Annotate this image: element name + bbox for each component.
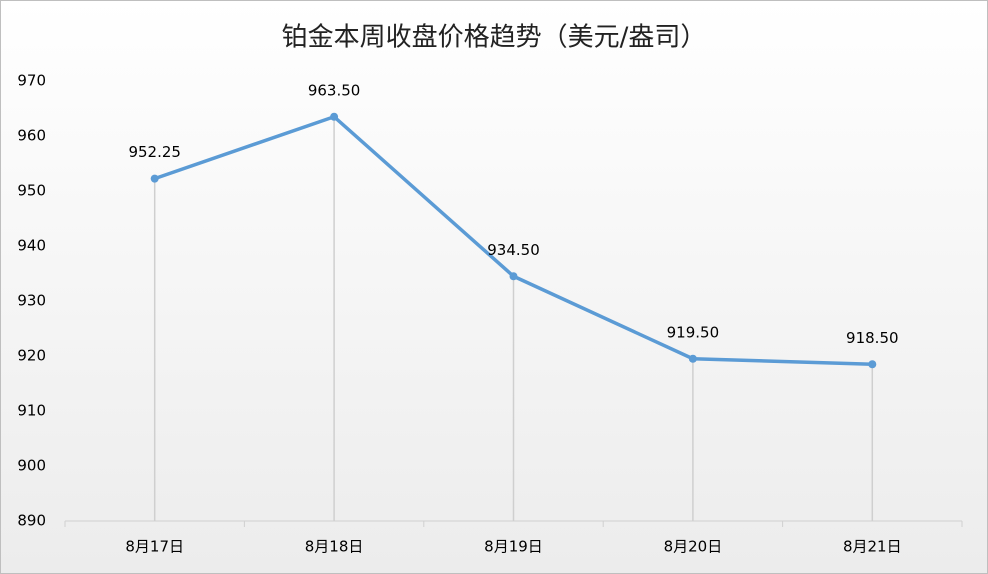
- x-tick-label: 8月18日: [305, 538, 364, 556]
- y-tick-label: 960: [17, 127, 46, 145]
- chart-title: 铂金本周收盘价格趋势（美元/盎司）: [282, 23, 707, 53]
- y-tick-label: 910: [17, 402, 46, 420]
- data-label: 952.25: [128, 143, 181, 161]
- data-label: 919.50: [667, 323, 720, 341]
- point: [509, 272, 518, 281]
- point: [868, 360, 877, 369]
- data-label: 918.50: [846, 329, 899, 347]
- data-label: 963.50: [308, 81, 361, 99]
- point: [688, 354, 697, 363]
- y-tick-label: 920: [17, 347, 46, 365]
- point: [150, 174, 159, 183]
- x-tick-label: 8月17日: [125, 538, 184, 556]
- x-tick-label: 8月19日: [484, 538, 543, 556]
- x-tick-label: 8月21日: [843, 538, 902, 556]
- y-tick-label: 940: [17, 237, 46, 255]
- y-tick-label: 890: [17, 512, 46, 530]
- y-tick-label: 900: [17, 457, 46, 475]
- point: [330, 112, 339, 121]
- y-tick-label: 930: [17, 292, 46, 310]
- data-label: 934.50: [487, 241, 540, 259]
- y-tick-label: 970: [17, 72, 46, 90]
- x-tick-label: 8月20日: [664, 538, 723, 556]
- y-tick-label: 950: [17, 182, 46, 200]
